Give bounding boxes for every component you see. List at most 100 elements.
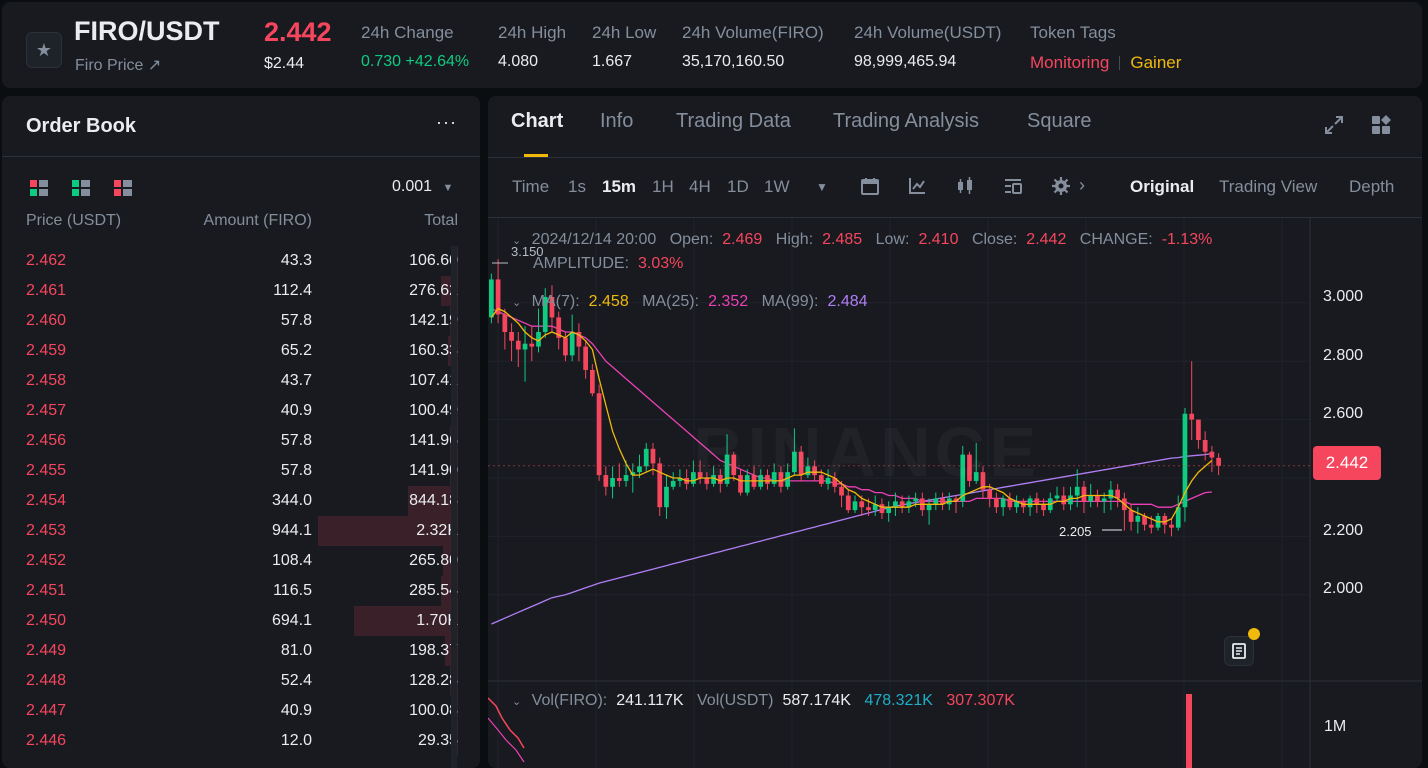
ma7-value: 2.458 bbox=[588, 293, 629, 310]
stat-24h-low: 24h Low 1.667 bbox=[592, 23, 656, 71]
notes-icon[interactable] bbox=[1224, 636, 1254, 666]
expand-icon[interactable] bbox=[1323, 114, 1345, 136]
layout-icon[interactable] bbox=[1370, 114, 1392, 136]
ma99-label: MA(99): bbox=[761, 293, 819, 310]
chevron-right-icon[interactable]: › bbox=[1079, 175, 1085, 195]
both-sides-view-icon[interactable] bbox=[30, 180, 48, 196]
tick-size-select[interactable]: 0.001 ▼ bbox=[392, 178, 453, 196]
scrollbar[interactable] bbox=[451, 246, 457, 768]
candlestick-chart[interactable] bbox=[488, 218, 1422, 768]
ask-amount: 57.8 bbox=[280, 312, 312, 329]
ask-row[interactable]: 2.462 43.3 106.60 bbox=[2, 246, 480, 276]
ask-row[interactable]: 2.449 81.0 198.37 bbox=[2, 636, 480, 666]
pair-name[interactable]: FIRO/USDT bbox=[74, 16, 220, 46]
ask-price: 2.454 bbox=[26, 492, 67, 509]
gear-icon[interactable] bbox=[1051, 176, 1071, 196]
ohlc-datetime: 2024/12/14 20:00 bbox=[531, 231, 657, 248]
calendar-icon[interactable] bbox=[860, 176, 880, 196]
change-value: -1.13% bbox=[1161, 231, 1213, 248]
tab-trading-analysis[interactable]: Trading Analysis bbox=[833, 110, 979, 132]
ask-amount: 116.5 bbox=[273, 582, 312, 599]
tag-monitoring[interactable]: Monitoring bbox=[1030, 53, 1110, 72]
tab-square[interactable]: Square bbox=[1027, 110, 1092, 132]
depth-settings-icon[interactable] bbox=[1003, 176, 1023, 196]
ask-price: 2.447 bbox=[26, 702, 67, 719]
ask-amount: 57.8 bbox=[280, 432, 312, 449]
candle-body bbox=[603, 475, 609, 487]
divider bbox=[488, 217, 1422, 218]
tab-trading-data[interactable]: Trading Data bbox=[676, 110, 791, 132]
coin-price-link[interactable]: Firo Price ↗ bbox=[75, 57, 162, 74]
collapse-chevron-icon[interactable]: ⌄ bbox=[512, 696, 522, 708]
candle-body bbox=[886, 507, 892, 514]
interval-1s[interactable]: 1s bbox=[568, 177, 586, 196]
ask-row[interactable]: 2.461 112.4 276.62 bbox=[2, 276, 480, 306]
ask-row[interactable]: 2.458 43.7 107.41 bbox=[2, 366, 480, 396]
candle-body bbox=[845, 495, 851, 511]
ask-row[interactable]: 2.456 57.8 141.96 bbox=[2, 426, 480, 456]
candle-body bbox=[1101, 498, 1107, 502]
candle-type-icon[interactable] bbox=[955, 176, 975, 196]
candle-body bbox=[1128, 510, 1134, 522]
tab-chart[interactable]: Chart bbox=[511, 110, 564, 132]
ask-row[interactable]: 2.455 57.8 141.90 bbox=[2, 456, 480, 486]
ask-amount: 12.0 bbox=[280, 732, 312, 749]
ask-row[interactable]: 2.457 40.9 100.49 bbox=[2, 396, 480, 426]
interval-time[interactable]: Time bbox=[512, 177, 550, 196]
candle-body bbox=[536, 332, 541, 347]
candle-body bbox=[940, 498, 945, 505]
candle-body bbox=[798, 451, 804, 476]
candle-body bbox=[643, 448, 649, 467]
bids-only-view-icon[interactable] bbox=[72, 180, 90, 196]
interval-15m[interactable]: 15m bbox=[602, 177, 637, 196]
ask-row[interactable]: 2.450 694.1 1.70K bbox=[2, 606, 480, 636]
ask-row[interactable]: 2.452 108.4 265.80 bbox=[2, 546, 480, 576]
candle-body bbox=[1041, 504, 1046, 511]
candle-body bbox=[522, 343, 528, 350]
tab-info[interactable]: Info bbox=[600, 110, 634, 132]
more-options-icon[interactable]: ··· bbox=[436, 112, 457, 132]
candle-body bbox=[563, 337, 568, 356]
ask-row[interactable]: 2.446 12.0 29.35 bbox=[2, 726, 480, 756]
view-depth[interactable]: Depth bbox=[1349, 177, 1395, 196]
depth-bar bbox=[354, 606, 458, 636]
header-total: Total bbox=[424, 212, 458, 229]
ask-row[interactable]: 2.454 344.0 844.18 bbox=[2, 486, 480, 516]
divider bbox=[2, 156, 480, 157]
ask-total: 160.33 bbox=[409, 342, 458, 359]
interval-4h[interactable]: 4H bbox=[689, 177, 711, 196]
view-trading-view[interactable]: Trading View bbox=[1219, 177, 1318, 196]
ask-price: 2.458 bbox=[26, 372, 67, 389]
interval-1d[interactable]: 1D bbox=[727, 177, 749, 196]
ask-row[interactable]: 2.459 65.2 160.33 bbox=[2, 336, 480, 366]
interval-1w[interactable]: 1W bbox=[764, 177, 790, 196]
candle-body bbox=[1142, 515, 1147, 525]
tag-gainer[interactable]: Gainer bbox=[1130, 53, 1182, 72]
vol-quote-label: Vol(USDT) bbox=[697, 692, 774, 709]
stat-24h-change: 24h Change 0.730 +42.64% bbox=[361, 23, 469, 71]
ask-row[interactable]: 2.447 40.9 100.08 bbox=[2, 696, 480, 726]
candle-body bbox=[1061, 495, 1067, 505]
candle-body bbox=[1007, 498, 1013, 508]
collapse-chevron-icon[interactable]: ⌄ bbox=[512, 297, 522, 309]
ma99-line bbox=[491, 452, 1213, 625]
asks-only-view-icon[interactable] bbox=[114, 180, 132, 196]
view-original[interactable]: Original bbox=[1130, 177, 1195, 196]
ask-row[interactable]: 2.448 52.4 128.28 bbox=[2, 666, 480, 696]
favorite-star-icon[interactable]: ★ bbox=[26, 32, 62, 68]
indicators-icon[interactable] bbox=[907, 176, 927, 196]
candle-body bbox=[1135, 515, 1141, 522]
candle-body bbox=[1034, 498, 1040, 505]
ask-price: 2.455 bbox=[26, 462, 67, 479]
candle-body bbox=[1115, 489, 1120, 499]
more-intervals-chevron-icon[interactable]: ▼ bbox=[816, 180, 828, 194]
volume-bar bbox=[1186, 694, 1192, 768]
volume-ma-line bbox=[488, 697, 525, 749]
ask-row[interactable]: 2.453 944.1 2.32K bbox=[2, 516, 480, 546]
ma-legend: ⌄ MA(7): 2.458 MA(25): 2.352 MA(99): 2.484 bbox=[512, 293, 877, 311]
interval-1h[interactable]: 1H bbox=[652, 177, 674, 196]
ask-row[interactable]: 2.451 116.5 285.54 bbox=[2, 576, 480, 606]
ask-row[interactable]: 2.460 57.8 142.19 bbox=[2, 306, 480, 336]
collapse-chevron-icon[interactable]: ⌄ bbox=[512, 235, 522, 247]
notification-dot bbox=[1248, 628, 1260, 640]
